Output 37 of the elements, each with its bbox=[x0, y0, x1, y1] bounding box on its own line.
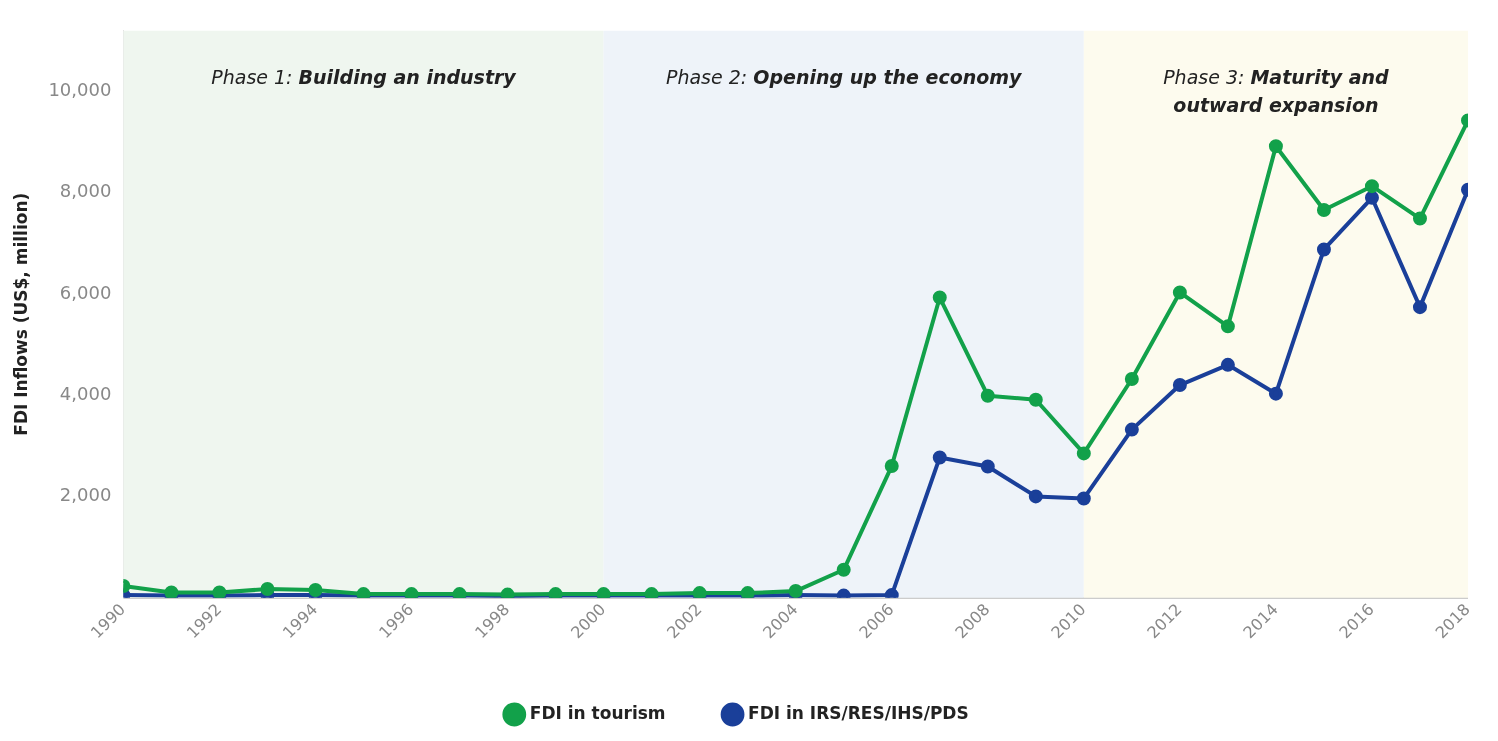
y-tick-label: 8,000 bbox=[59, 180, 112, 202]
point bbox=[1028, 392, 1043, 407]
point bbox=[1124, 422, 1139, 437]
point bbox=[1028, 489, 1043, 504]
point bbox=[1364, 179, 1379, 194]
point bbox=[1316, 202, 1331, 217]
point bbox=[980, 388, 995, 403]
y-tick-label: 4,000 bbox=[59, 382, 112, 404]
y-axis-title: FDI Inflows (US$, million) bbox=[10, 192, 31, 436]
point bbox=[884, 459, 899, 474]
y-tick-label: 10,000 bbox=[48, 79, 112, 101]
y-tick-label: 2,000 bbox=[59, 484, 112, 506]
point bbox=[932, 450, 947, 465]
point bbox=[932, 290, 947, 305]
legend-label: FDI in tourism bbox=[529, 702, 666, 723]
band-label: Phase 1: Building an industry bbox=[211, 65, 518, 88]
point bbox=[1220, 319, 1235, 334]
band-label: Phase 2: Opening up the economy bbox=[665, 65, 1024, 88]
point bbox=[1412, 211, 1427, 226]
point bbox=[1076, 491, 1091, 506]
point bbox=[1172, 378, 1187, 393]
y-tick-label: 6,000 bbox=[59, 281, 112, 303]
point bbox=[1076, 446, 1091, 461]
point bbox=[836, 562, 851, 577]
point bbox=[1412, 300, 1427, 315]
legend-label: FDI in IRS/RES/IHS/PDS bbox=[748, 702, 969, 723]
point bbox=[1220, 357, 1235, 372]
point bbox=[1124, 372, 1139, 386]
point bbox=[1364, 190, 1379, 205]
point bbox=[1268, 386, 1283, 401]
point bbox=[1172, 285, 1187, 300]
band-label: Phase 3: Maturity and outward expansion bbox=[1163, 65, 1390, 116]
point bbox=[980, 459, 995, 474]
point bbox=[1316, 242, 1331, 257]
point bbox=[1268, 139, 1283, 154]
point bbox=[788, 584, 803, 598]
point bbox=[260, 582, 275, 597]
